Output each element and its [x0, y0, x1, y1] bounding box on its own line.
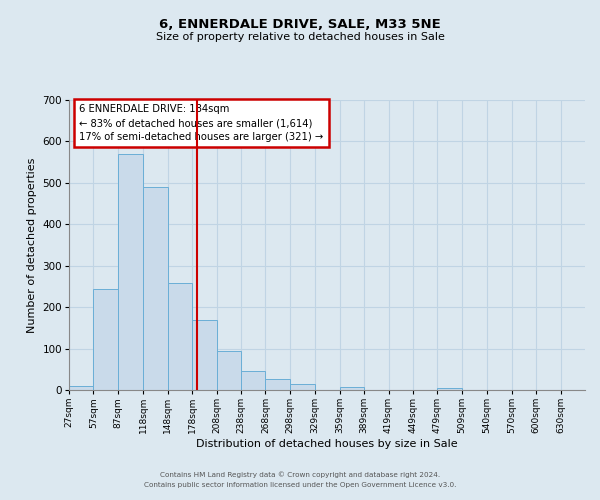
- Bar: [437, 388, 462, 390]
- Bar: [192, 320, 217, 390]
- X-axis label: Distribution of detached houses by size in Sale: Distribution of detached houses by size …: [196, 439, 458, 449]
- Text: Contains HM Land Registry data © Crown copyright and database right 2024.
Contai: Contains HM Land Registry data © Crown c…: [144, 472, 456, 488]
- Text: 6 ENNERDALE DRIVE: 184sqm
← 83% of detached houses are smaller (1,614)
17% of se: 6 ENNERDALE DRIVE: 184sqm ← 83% of detac…: [79, 104, 323, 142]
- Bar: [143, 187, 167, 390]
- Bar: [290, 384, 315, 390]
- Bar: [265, 379, 290, 390]
- Bar: [217, 352, 241, 390]
- Bar: [241, 370, 265, 390]
- Bar: [118, 154, 143, 390]
- Text: 6, ENNERDALE DRIVE, SALE, M33 5NE: 6, ENNERDALE DRIVE, SALE, M33 5NE: [159, 18, 441, 30]
- Bar: [340, 387, 364, 390]
- Bar: [94, 288, 118, 390]
- Text: Size of property relative to detached houses in Sale: Size of property relative to detached ho…: [155, 32, 445, 42]
- Bar: [69, 386, 94, 390]
- Y-axis label: Number of detached properties: Number of detached properties: [27, 158, 37, 332]
- Bar: [167, 283, 192, 390]
